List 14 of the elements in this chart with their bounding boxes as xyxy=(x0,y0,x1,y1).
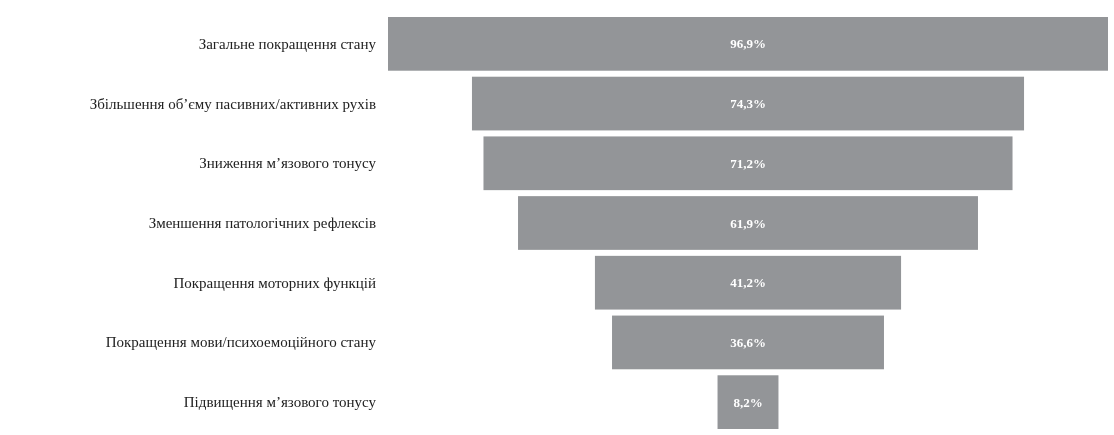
category-label: Покращення моторних функцій xyxy=(173,274,376,291)
category-label: Збільшення об’єму пасивних/активних рухів xyxy=(89,95,376,112)
category-label: Зниження м’язового тонусу xyxy=(199,155,377,172)
data-label: 74,3% xyxy=(730,96,766,112)
data-label: 71,2% xyxy=(730,155,766,171)
data-label: 8,2% xyxy=(733,394,763,410)
category-label: Підвищення м’язового тонусу xyxy=(183,394,377,411)
category-label: Загальне покращення стану xyxy=(198,35,377,52)
data-label: 36,6% xyxy=(730,334,766,350)
data-label: 41,2% xyxy=(730,275,766,291)
category-label: Зменшення патологічних рефлексів xyxy=(148,215,376,231)
data-label: 61,9% xyxy=(730,215,766,231)
data-label: 96,9% xyxy=(730,36,766,52)
category-label: Покращення мови/психоемоційного стану xyxy=(105,334,377,351)
